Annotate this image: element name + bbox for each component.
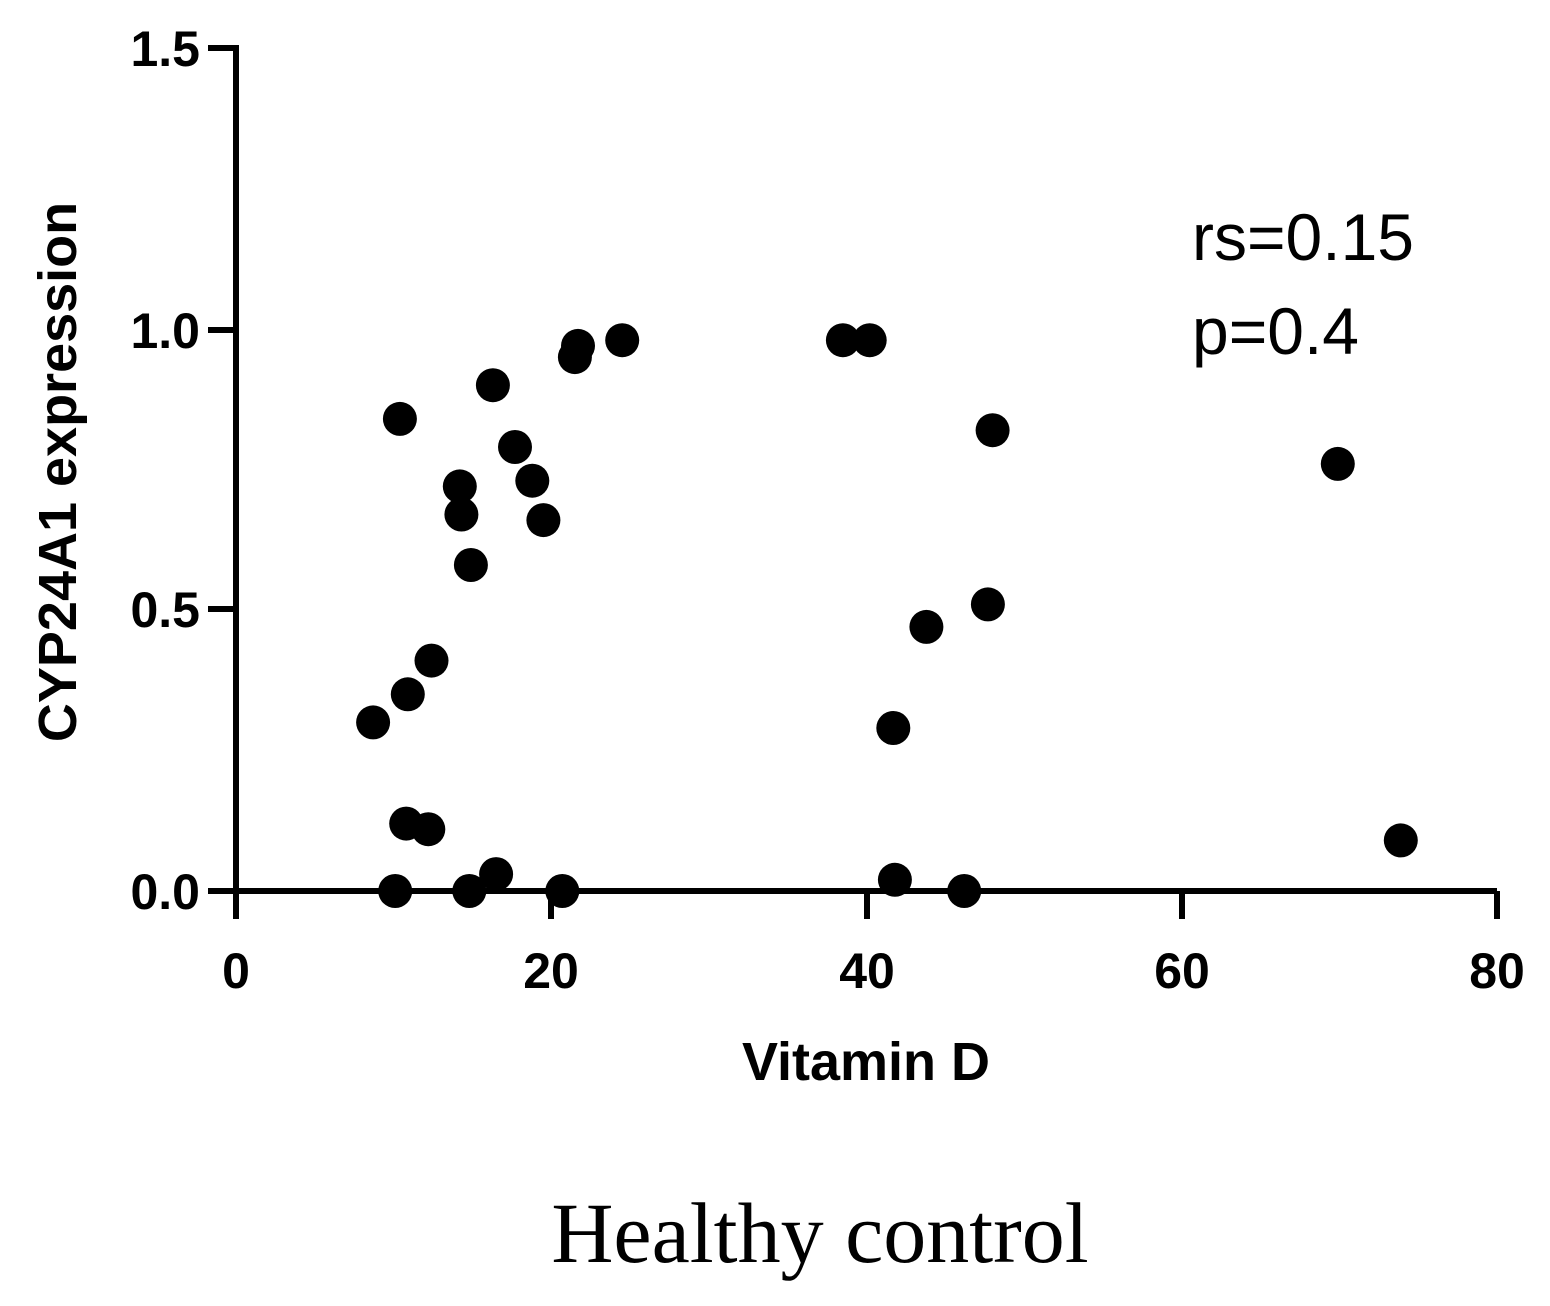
p-value-annotation: p=0.4 — [1192, 294, 1359, 368]
data-point — [526, 503, 561, 538]
data-point — [852, 323, 887, 358]
data-point — [444, 497, 479, 532]
data-point — [475, 368, 510, 403]
data-point — [876, 711, 911, 745]
data-point — [498, 430, 532, 464]
x-tick-label: 20 — [523, 943, 579, 999]
x-tick-label: 40 — [839, 943, 895, 999]
data-points — [356, 323, 1418, 908]
data-point — [515, 463, 550, 498]
data-point — [1383, 823, 1418, 858]
data-point — [479, 857, 514, 892]
y-tick-label: 1.5 — [130, 21, 200, 77]
data-point — [975, 413, 1010, 448]
correlation-annotation: rs=0.15 — [1192, 200, 1414, 274]
data-point — [414, 643, 449, 678]
data-point — [390, 677, 425, 712]
data-point — [909, 609, 944, 644]
y-tick-label: 0.0 — [130, 864, 200, 920]
y-tick-label: 0.5 — [130, 582, 200, 638]
x-axis-ticks — [233, 891, 1500, 919]
x-tick-label: 60 — [1154, 943, 1210, 999]
data-point — [561, 328, 595, 363]
data-point — [356, 705, 391, 740]
data-point — [825, 323, 860, 358]
figure-caption: Healthy control — [551, 1185, 1088, 1281]
data-point — [1320, 446, 1355, 481]
x-tick-label: 0 — [222, 943, 250, 999]
data-point — [970, 587, 1005, 622]
y-axis-title: CYP24A1 expression — [28, 202, 88, 742]
data-point — [453, 548, 488, 582]
y-tick-labels: 0.0 0.5 1.0 1.5 — [130, 21, 200, 920]
data-point — [605, 323, 640, 358]
x-tick-labels: 0 20 40 60 80 — [222, 943, 1525, 999]
x-axis-title: Vitamin D — [742, 1032, 990, 1092]
data-point — [382, 401, 417, 436]
y-tick-label: 1.0 — [130, 303, 200, 359]
data-point — [442, 469, 477, 504]
x-tick-label: 80 — [1469, 943, 1525, 999]
y-axis-ticks — [208, 45, 236, 894]
data-point — [411, 812, 446, 847]
